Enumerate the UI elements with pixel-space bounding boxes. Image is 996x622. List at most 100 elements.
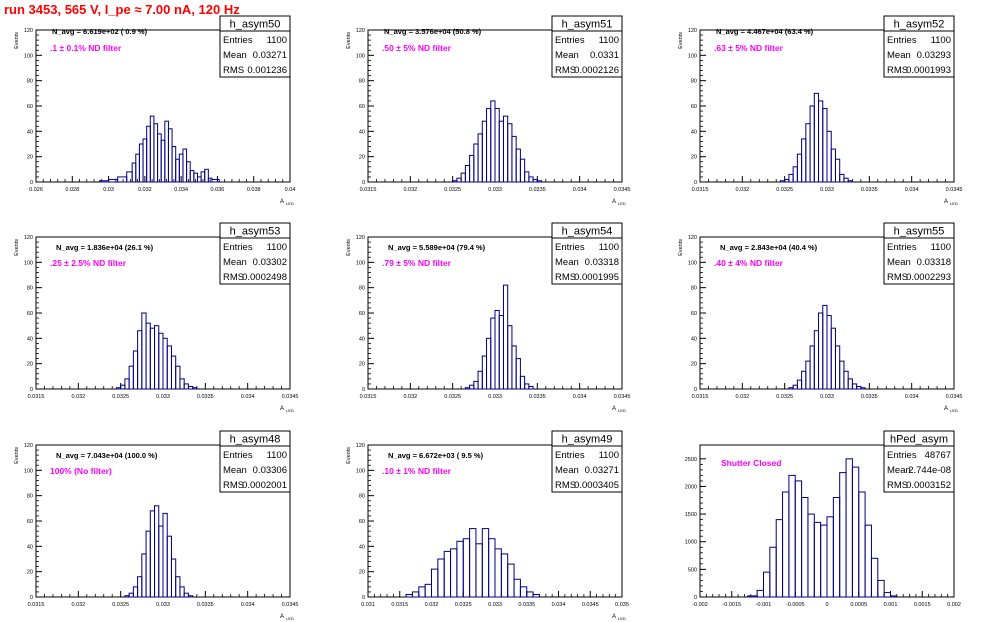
histogram-bin: [456, 177, 462, 183]
stats-rms-value: 0.0002293: [906, 272, 951, 283]
histogram-bin: [469, 154, 475, 183]
histogram-bin: [162, 512, 168, 598]
histogram-bin: [532, 593, 540, 598]
histogram-bin: [490, 100, 496, 183]
y-tick-label: 40: [359, 336, 365, 342]
stats-entries-label: Entries: [555, 35, 585, 46]
histogram-h_asym54: 0 20 40 60 80 100 120 0.0315 0.032 0.0325 0.033 0.0…: [346, 222, 630, 413]
histogram-bin: [179, 378, 185, 390]
stats-rms-value: 0.0001993: [906, 65, 951, 76]
histogram-bin: [839, 472, 847, 598]
run-title: run 3453, 565 V, I_pe ≈ 7.00 nA, 120 Hz: [4, 2, 240, 17]
navg-label: N_avg = 6.619e+02 ( 0.9 %): [52, 27, 148, 36]
histogram-bin: [464, 387, 471, 390]
histogram-bin: [115, 387, 122, 390]
histogram-bin: [870, 557, 879, 598]
stats-box: [883, 30, 955, 78]
stats-box: [219, 445, 291, 493]
histogram-bin: [171, 146, 177, 183]
stats-rms-value: 0.0003405: [574, 480, 619, 491]
histogram-bin: [775, 519, 784, 598]
filter-note: .1 ± 0.1% ND filter: [50, 43, 122, 53]
histogram-bin: [120, 384, 126, 390]
histogram-bin: [822, 108, 828, 183]
histogram-bin: [204, 168, 209, 183]
x-axis-subscript: LED: [618, 408, 626, 413]
stats-entries-label: Entries: [555, 242, 585, 253]
histogram-bin: [843, 370, 849, 390]
x-tick-label: 0.0015: [914, 602, 931, 608]
y-tick-label: 60: [27, 311, 33, 317]
histogram-bin: [192, 387, 198, 390]
histogram-bin: [839, 173, 845, 183]
stats-title: h_asym52: [894, 19, 945, 31]
x-tick-label: 0.03: [103, 187, 114, 193]
x-tick-label: 0.0335: [197, 602, 214, 608]
histogram-bin: [515, 148, 521, 183]
histogram-bin: [149, 115, 155, 183]
histogram-bin: [141, 553, 147, 598]
y-tick-label: 0: [362, 180, 365, 186]
stats-mean-label: Mean: [887, 465, 911, 476]
histogram-bin: [469, 384, 475, 390]
navg-label: N_avg = 6.672e+03 ( 9.5 %): [388, 451, 484, 460]
y-tick-label: 40: [27, 336, 33, 342]
x-tick-label: 0.0335: [529, 394, 546, 400]
x-tick-label: 0.002: [947, 602, 961, 608]
histogram-bin: [160, 139, 166, 183]
y-tick-label: 120: [688, 235, 697, 241]
x-tick-label: 0.0345: [946, 394, 963, 400]
stats-title: h_asym55: [894, 226, 945, 238]
histogram-bin: [794, 480, 803, 598]
histogram-bin: [189, 170, 195, 183]
histogram-bin: [856, 385, 862, 390]
x-tick-label: 0.0315: [692, 394, 709, 400]
histogram-bin: [498, 120, 504, 183]
y-axis-title: Events: [346, 239, 352, 256]
stats-entries-value: 1100: [931, 242, 951, 253]
histogram-bin: [158, 525, 164, 598]
x-tick-label: 0: [825, 602, 828, 608]
x-tick-label: 0.033: [488, 602, 502, 608]
stats-title: h_asym54: [562, 226, 613, 238]
histogram-bin: [135, 153, 140, 183]
stats-title: h_asym51: [562, 19, 613, 31]
histogram-bin: [149, 510, 156, 598]
stats-entries-value: 1100: [267, 450, 287, 461]
y-axis-title: Events: [14, 447, 20, 464]
x-axis-title: A: [944, 199, 948, 205]
filter-note: .40 ± 4% ND filter: [714, 258, 784, 268]
histogram-bin: [494, 309, 500, 390]
stats-box: [883, 445, 955, 493]
histogram-bin: [456, 540, 464, 598]
histogram-bin: [526, 591, 534, 598]
stats-mean-value: 0.03318: [917, 257, 951, 268]
y-tick-label: 40: [691, 129, 697, 135]
y-tick-label: 40: [359, 129, 365, 135]
histogram-bin: [890, 595, 898, 598]
histogram-bin: [747, 595, 758, 598]
histogram-bin: [469, 528, 477, 598]
histogram-bin: [805, 123, 811, 183]
histogram-bin: [818, 312, 824, 390]
histogram-bin: [175, 365, 181, 390]
histogram-bin: [820, 524, 828, 598]
x-tick-label: 0.0345: [582, 602, 599, 608]
histogram-bin: [211, 178, 220, 183]
x-tick-label: 0.034: [174, 187, 188, 193]
y-tick-label: 20: [27, 362, 33, 368]
y-axis-title: Events: [678, 239, 684, 256]
stats-entries-value: 1100: [599, 242, 619, 253]
histogram-bin: [796, 379, 803, 390]
stats-entries-label: Entries: [887, 35, 917, 46]
stats-entries-label: Entries: [223, 242, 253, 253]
stats-box: [551, 237, 623, 285]
histogram-bin: [186, 161, 191, 183]
stats-rms-value: 0.001236: [247, 65, 287, 76]
histogram-bin: [460, 172, 466, 183]
x-tick-label: 0.038: [247, 187, 261, 193]
histogram-bin: [142, 138, 148, 183]
histogram-h_asym52: 0 20 40 60 80 100 120 0.0315 0.032 0.0325 0.033 0.0…: [678, 15, 962, 206]
histogram-bin: [149, 327, 156, 390]
y-tick-label: 80: [27, 79, 33, 85]
